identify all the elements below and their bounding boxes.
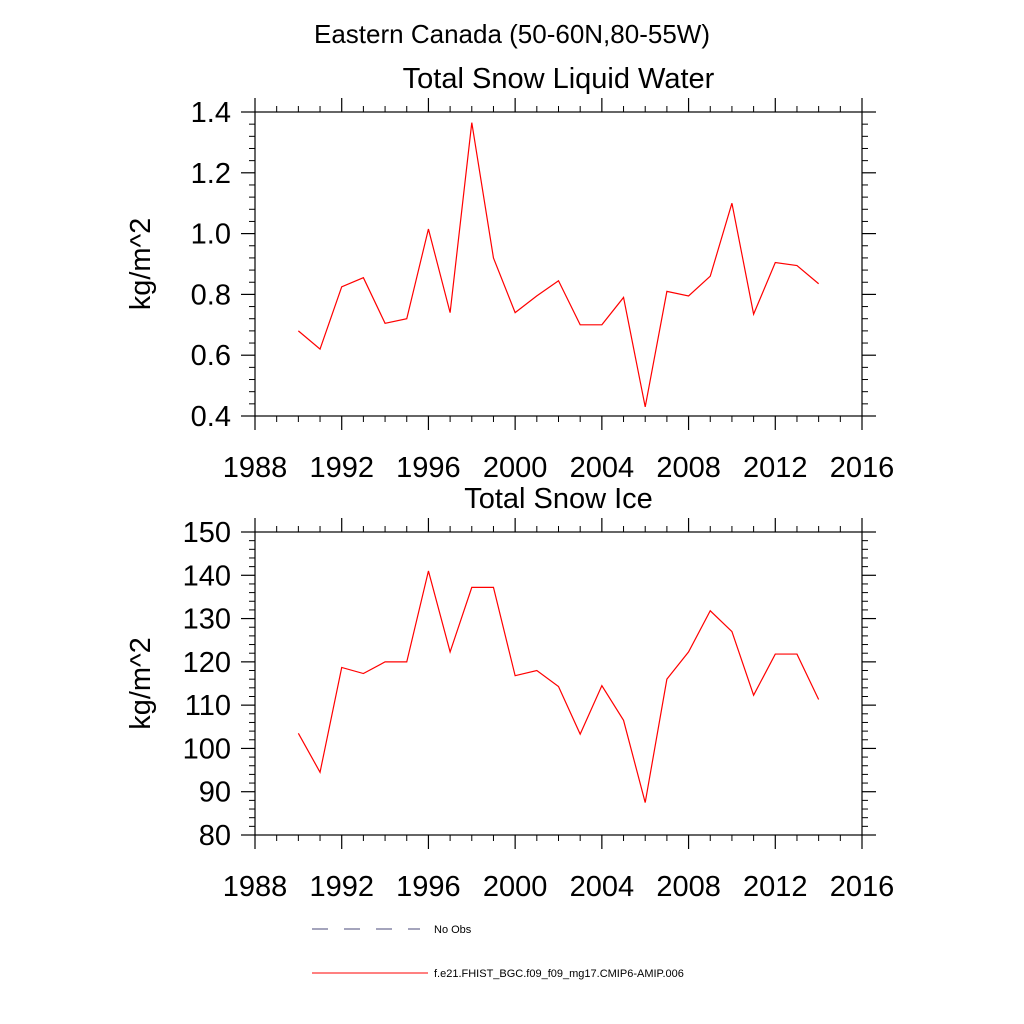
y-axis-label: kg/m^2 [125, 637, 157, 730]
y-tick-label: 1.2 [191, 158, 231, 190]
chart-panel-1: Total Snow Liquid Water kg/m^2 1988 1992 199… [125, 63, 894, 484]
y-tick-label: 1.4 [191, 97, 231, 129]
series-line [297, 570, 820, 803]
y-tick-label: 0.6 [191, 340, 231, 372]
y-tick-label: 90 [199, 777, 231, 809]
y-tick-label: 140 [183, 560, 231, 592]
series-line [297, 122, 820, 407]
plot-frame [254, 111, 863, 417]
chart-title: Total Snow Liquid Water [403, 63, 715, 95]
y-tick-label: 0.4 [191, 401, 231, 433]
y-tick-label: 100 [183, 733, 231, 765]
x-tick-label: 1988 [223, 452, 288, 484]
x-tick-label: 2004 [570, 871, 635, 903]
chart-title: Total Snow Ice [464, 483, 653, 515]
y-tick-label: 130 [183, 604, 231, 636]
y-tick-label: 110 [185, 690, 231, 722]
figure-suptitle: Eastern Canada (50-60N,80-55W) [314, 19, 710, 49]
x-tick-label: 1988 [223, 871, 288, 903]
x-tick-label: 1992 [309, 452, 374, 484]
x-tick-label: 2012 [743, 871, 808, 903]
y-tick-label: 80 [199, 820, 231, 852]
y-tick-label: 150 [183, 517, 231, 549]
x-tick-label: 2008 [656, 452, 721, 484]
x-tick-label: 2000 [483, 871, 548, 903]
y-tick-label: 120 [183, 647, 231, 679]
y-tick-label: 1.0 [191, 219, 231, 251]
x-tick-label: 2000 [483, 452, 548, 484]
x-tick-label: 2016 [830, 871, 895, 903]
y-tick-label: 0.8 [191, 279, 231, 311]
x-tick-label: 2004 [570, 452, 635, 484]
legend-label-1: No Obs [434, 924, 472, 936]
x-tick-label: 2012 [743, 452, 808, 484]
legend-label-2: f.e21.FHIST_BGC.f09_f09_mg17.CMIP6-AMIP.… [434, 968, 684, 980]
x-tick-label: 1996 [396, 452, 461, 484]
x-tick-label: 2016 [830, 452, 895, 484]
chart-panel-2: Total Snow Ice kg/m^2 1988 1992 1996 2000 2004… [125, 483, 894, 903]
x-tick-label: 2008 [656, 871, 721, 903]
x-tick-label: 1992 [309, 871, 374, 903]
y-axis-label: kg/m^2 [125, 218, 157, 311]
legend: No Obs f.e21.FHIST_BGC.f09_f09_mg17.CMIP6… [312, 924, 684, 980]
x-tick-label: 1996 [396, 871, 461, 903]
plot-frame [254, 531, 863, 836]
